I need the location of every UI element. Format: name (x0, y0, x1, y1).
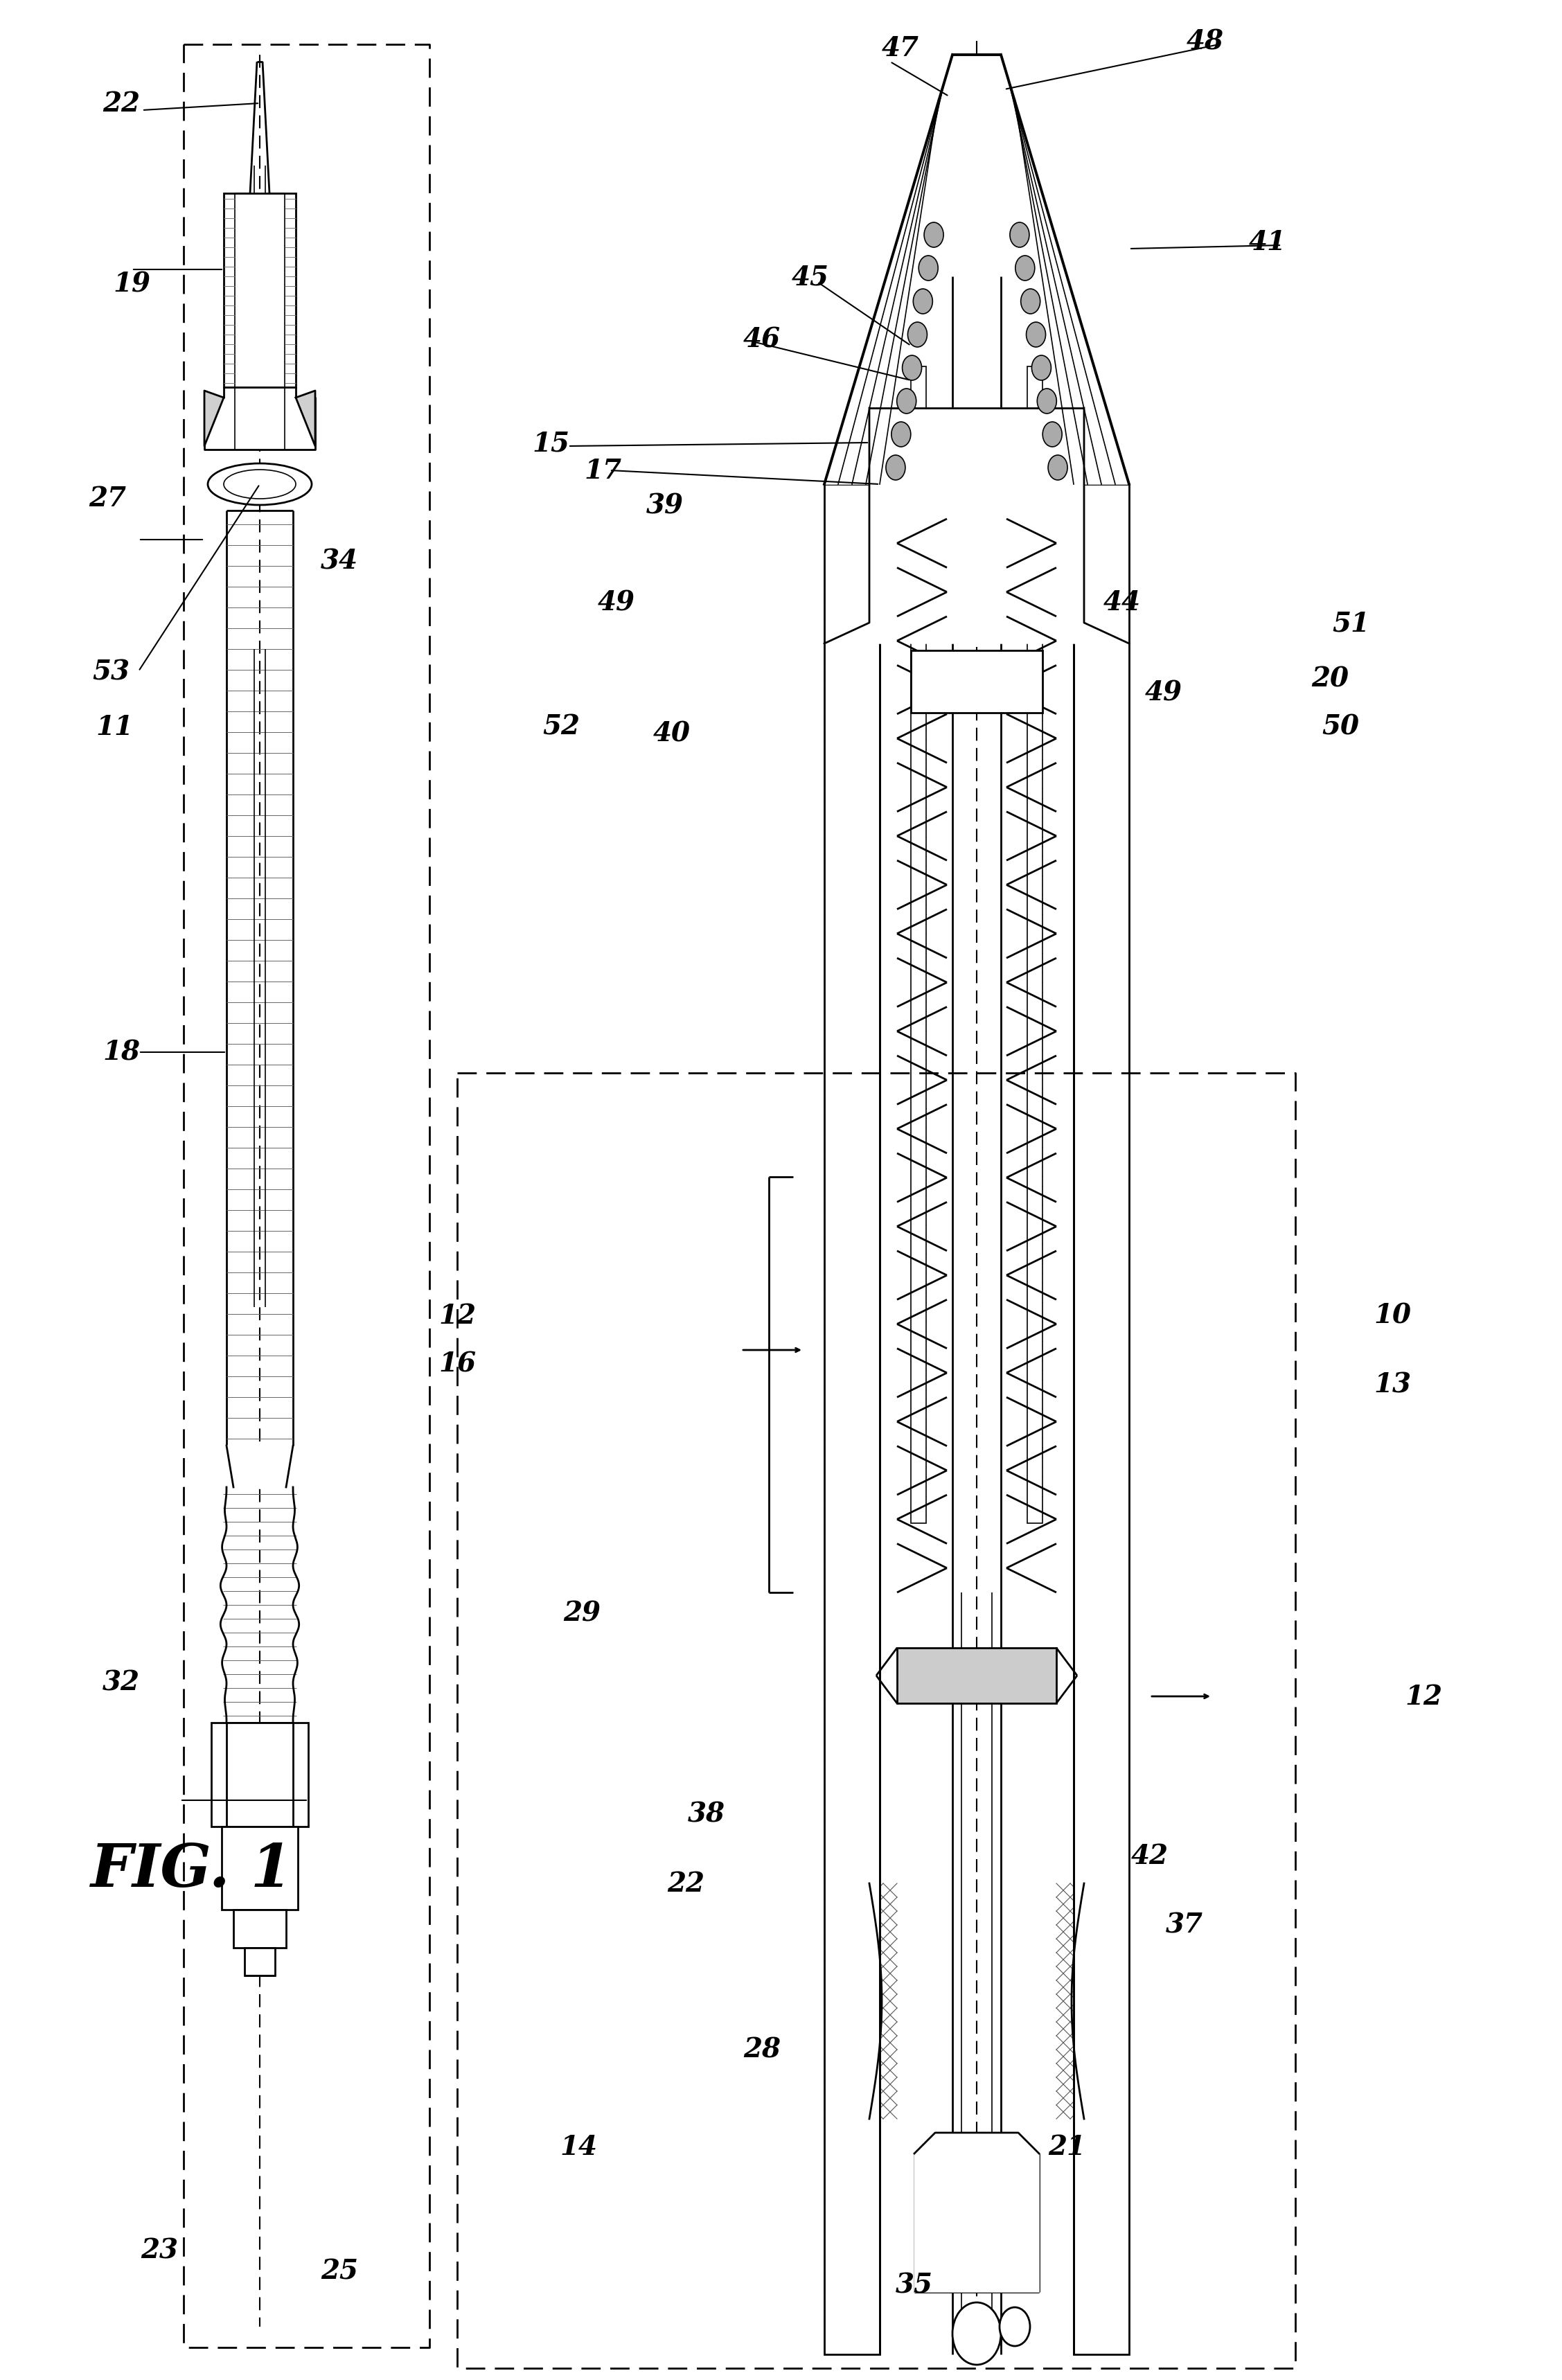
Text: 52: 52 (542, 714, 580, 740)
Ellipse shape (1000, 2306, 1029, 2347)
Bar (233, 1909, 286, 1947)
Text: 11: 11 (95, 714, 133, 740)
Polygon shape (226, 1447, 294, 1488)
Text: 47: 47 (883, 36, 918, 62)
Text: FIG. 1: FIG. 1 (91, 1840, 292, 1899)
Text: 34: 34 (320, 547, 358, 574)
Text: 18: 18 (103, 1040, 141, 1066)
Bar (911, 650, 1042, 714)
Text: 17: 17 (584, 457, 622, 483)
Ellipse shape (897, 390, 917, 414)
Text: 14: 14 (559, 2132, 597, 2159)
Text: 39: 39 (647, 493, 684, 519)
Text: 10: 10 (1373, 1302, 1410, 1328)
Ellipse shape (1048, 455, 1067, 481)
Text: 29: 29 (564, 1599, 600, 1626)
Bar (226, 1723, 294, 1828)
Text: 50: 50 (1321, 714, 1359, 740)
Ellipse shape (886, 455, 906, 481)
Text: 12: 12 (1404, 1683, 1442, 1709)
Text: 25: 25 (320, 2259, 358, 2285)
Text: 49: 49 (598, 590, 636, 616)
Text: 28: 28 (744, 2037, 781, 2063)
Polygon shape (825, 55, 1129, 486)
Ellipse shape (1022, 290, 1040, 314)
Bar (897, 1647, 1056, 1704)
Ellipse shape (925, 224, 943, 248)
Bar (211, 1723, 308, 1828)
Text: 16: 16 (439, 1352, 476, 1378)
Ellipse shape (208, 464, 312, 505)
Text: 19: 19 (112, 271, 150, 298)
Text: 35: 35 (895, 2273, 933, 2299)
Polygon shape (295, 390, 316, 447)
Text: 38: 38 (687, 1802, 725, 1828)
Ellipse shape (908, 324, 928, 347)
Text: 46: 46 (744, 326, 781, 352)
Bar (1073, 486, 1129, 2354)
Bar (245, 1947, 275, 1975)
Ellipse shape (903, 357, 922, 381)
Ellipse shape (1042, 421, 1062, 447)
Bar (222, 1828, 298, 1909)
Ellipse shape (1037, 390, 1056, 414)
Polygon shape (914, 2132, 1039, 2292)
Text: 42: 42 (1131, 1842, 1168, 1868)
Text: 22: 22 (103, 90, 141, 117)
Text: 37: 37 (1165, 1911, 1203, 1937)
Text: 20: 20 (1311, 666, 1348, 693)
Bar (1028, 367, 1042, 1523)
Ellipse shape (223, 471, 295, 500)
Text: 23: 23 (141, 2237, 178, 2263)
Text: 53: 53 (92, 659, 130, 685)
Text: 12: 12 (439, 1302, 476, 1328)
Text: 27: 27 (89, 486, 127, 512)
Ellipse shape (914, 290, 933, 314)
Text: 41: 41 (1250, 228, 1287, 255)
Bar (223, 193, 295, 388)
Ellipse shape (1026, 324, 1045, 347)
Text: 49: 49 (1145, 678, 1182, 704)
Text: 40: 40 (653, 721, 690, 747)
Polygon shape (205, 390, 223, 447)
Polygon shape (825, 409, 1129, 645)
Ellipse shape (1032, 357, 1051, 381)
Text: 15: 15 (533, 431, 570, 457)
Ellipse shape (892, 421, 911, 447)
Text: 45: 45 (792, 264, 829, 290)
Text: 48: 48 (1187, 29, 1225, 55)
Text: 44: 44 (1103, 590, 1140, 616)
Ellipse shape (918, 257, 939, 281)
Text: 22: 22 (667, 1871, 704, 1897)
Polygon shape (205, 388, 316, 450)
Text: 32: 32 (103, 1668, 141, 1697)
Bar (825, 486, 879, 2354)
Text: 51: 51 (1332, 609, 1370, 635)
Ellipse shape (1015, 257, 1034, 281)
Text: 21: 21 (1048, 2132, 1086, 2159)
Bar (911, 367, 926, 1523)
Ellipse shape (953, 2301, 1001, 2366)
Ellipse shape (1011, 224, 1029, 248)
Text: 13: 13 (1373, 1371, 1410, 1397)
